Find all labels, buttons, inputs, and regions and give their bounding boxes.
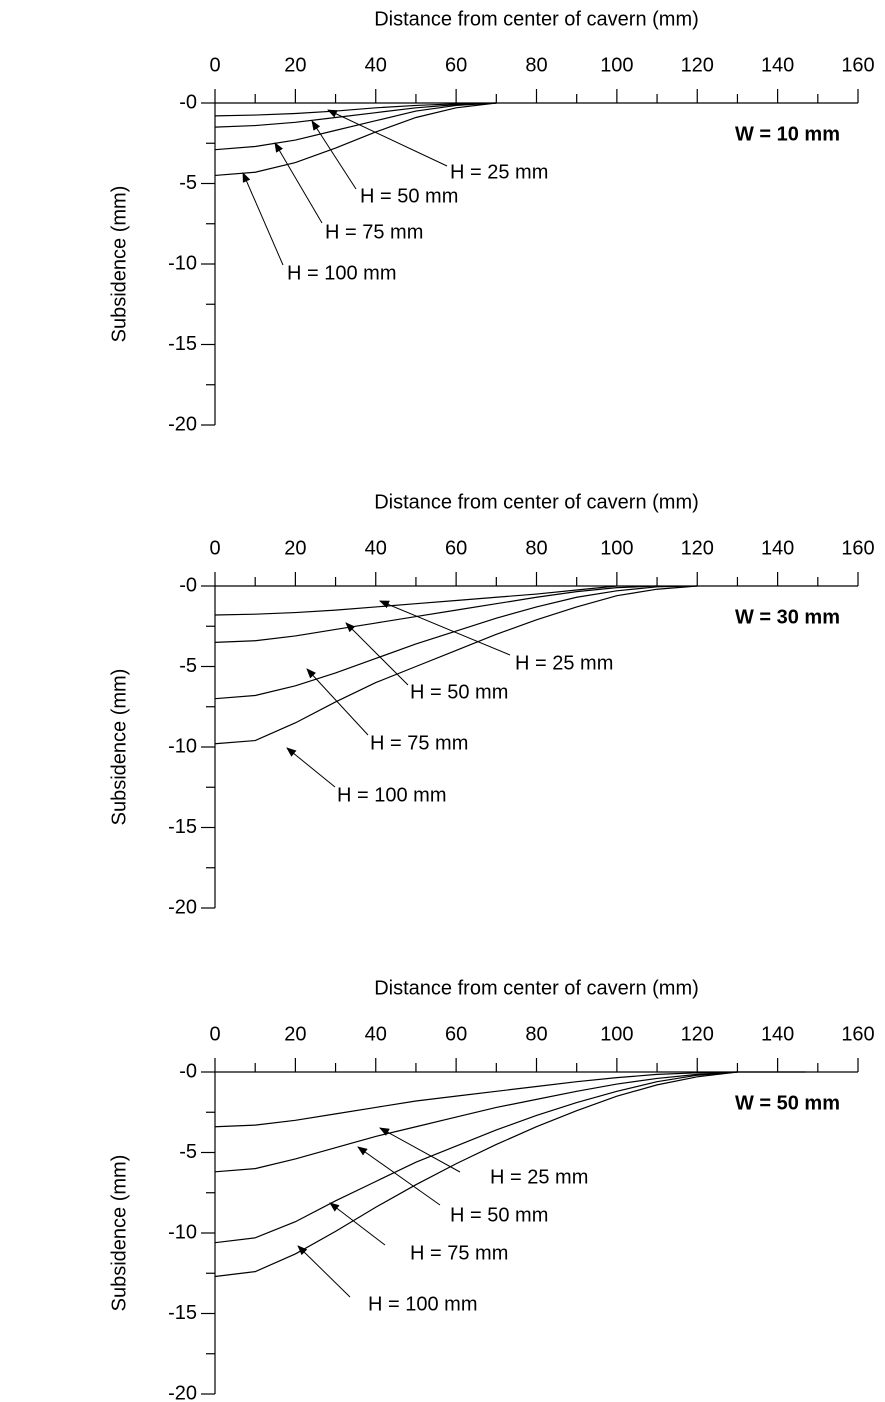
chart: Distance from center of cavern (mm) Subsi… [0, 0, 885, 1402]
x-tick-label: 60 [445, 1023, 467, 1045]
x-tick-label: 0 [209, 537, 220, 559]
x-tick-label: 160 [841, 1023, 874, 1045]
x-tick-label: 20 [284, 54, 306, 76]
data-line [215, 1072, 737, 1172]
y-tick-label: -15 [168, 1302, 197, 1324]
y-tick-label: -0 [179, 574, 197, 596]
x-tick-label: 20 [284, 1023, 306, 1045]
panel-label: W = 50 mm [735, 1092, 840, 1114]
x-tick-label: 80 [525, 537, 547, 559]
y-tick-label: -10 [168, 252, 197, 274]
x-tick-label: 100 [600, 54, 633, 76]
x-axis-title: Distance from center of cavern (mm) [374, 8, 699, 30]
x-tick-label: 120 [681, 54, 714, 76]
series-label: H = 100 mm [368, 1293, 477, 1315]
series-label: H = 50 mm [410, 681, 508, 703]
annotation-arrow [243, 173, 283, 265]
x-axis-title: Distance from center of cavern (mm) [374, 977, 699, 999]
y-tick-label: -20 [168, 896, 197, 918]
annotation-arrow [307, 669, 368, 735]
x-tick-label: 40 [365, 537, 387, 559]
x-tick-label: 100 [600, 1023, 633, 1045]
series-label: H = 25 mm [490, 1166, 588, 1188]
y-axis-title: Subsidence (mm) [108, 1155, 130, 1312]
x-tick-label: 60 [445, 537, 467, 559]
x-tick-label: 20 [284, 537, 306, 559]
y-tick-label: -10 [168, 735, 197, 757]
series-label: H = 25 mm [515, 652, 613, 674]
x-tick-label: 0 [209, 54, 220, 76]
y-axis-title: Subsidence (mm) [108, 669, 130, 826]
x-tick-label: 40 [365, 1023, 387, 1045]
x-tick-label: 120 [681, 1023, 714, 1045]
y-tick-label: -15 [168, 333, 197, 355]
annotation-arrow [298, 1246, 350, 1297]
annotation-arrow [358, 1147, 440, 1205]
series-label: H = 50 mm [360, 185, 458, 207]
annotation-arrow [346, 623, 408, 685]
x-tick-label: 80 [525, 1023, 547, 1045]
series-label: H = 75 mm [370, 732, 468, 754]
annotation-arrow [330, 1203, 385, 1245]
panel-label: W = 10 mm [735, 123, 840, 145]
annotation-arrow [380, 1128, 460, 1172]
x-tick-label: 60 [445, 54, 467, 76]
y-tick-label: -5 [179, 1141, 197, 1163]
series-label: H = 75 mm [325, 221, 423, 243]
y-tick-label: -20 [168, 1382, 197, 1402]
x-tick-label: 140 [761, 54, 794, 76]
x-tick-label: 100 [600, 537, 633, 559]
data-line [215, 1072, 737, 1127]
panel-label: W = 30 mm [735, 606, 840, 628]
x-axis-title: Distance from center of cavern (mm) [374, 491, 699, 513]
series-label: H = 75 mm [410, 1242, 508, 1264]
y-tick-label: -5 [179, 172, 197, 194]
y-tick-label: -10 [168, 1221, 197, 1243]
annotation-arrow [380, 601, 510, 655]
series-label: H = 50 mm [450, 1204, 548, 1226]
series-label: H = 100 mm [287, 262, 396, 284]
x-tick-label: 120 [681, 537, 714, 559]
x-tick-label: 160 [841, 54, 874, 76]
series-label: H = 100 mm [337, 784, 446, 806]
y-tick-label: -15 [168, 816, 197, 838]
x-tick-label: 80 [525, 54, 547, 76]
series-label: H = 25 mm [450, 161, 548, 183]
y-tick-label: -5 [179, 655, 197, 677]
y-tick-label: -0 [179, 91, 197, 113]
data-line [215, 586, 617, 615]
annotation-arrow [287, 748, 335, 787]
y-tick-label: -0 [179, 1060, 197, 1082]
x-tick-label: 140 [761, 537, 794, 559]
y-axis-title: Subsidence (mm) [108, 186, 130, 343]
y-tick-label: -20 [168, 413, 197, 435]
x-tick-label: 40 [365, 54, 387, 76]
x-tick-label: 140 [761, 1023, 794, 1045]
x-tick-label: 0 [209, 1023, 220, 1045]
page: Distance from center of cavern (mm) Subsi… [0, 0, 885, 1402]
x-tick-label: 160 [841, 537, 874, 559]
